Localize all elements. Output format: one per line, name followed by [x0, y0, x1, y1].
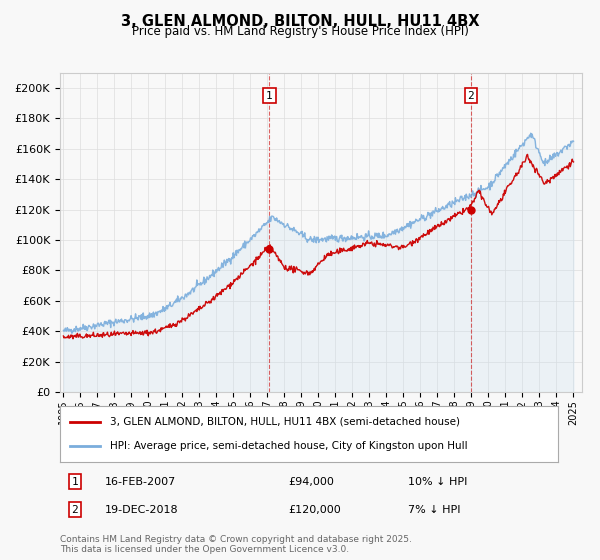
Text: 16-FEB-2007: 16-FEB-2007 — [105, 477, 176, 487]
Text: 3, GLEN ALMOND, BILTON, HULL, HU11 4BX (semi-detached house): 3, GLEN ALMOND, BILTON, HULL, HU11 4BX (… — [110, 417, 460, 427]
Text: 19-DEC-2018: 19-DEC-2018 — [105, 505, 179, 515]
Text: £120,000: £120,000 — [288, 505, 341, 515]
Text: 2: 2 — [71, 505, 79, 515]
Text: 10% ↓ HPI: 10% ↓ HPI — [408, 477, 467, 487]
Text: 3, GLEN ALMOND, BILTON, HULL, HU11 4BX: 3, GLEN ALMOND, BILTON, HULL, HU11 4BX — [121, 14, 479, 29]
Text: HPI: Average price, semi-detached house, City of Kingston upon Hull: HPI: Average price, semi-detached house,… — [110, 441, 467, 451]
Text: £94,000: £94,000 — [288, 477, 334, 487]
Text: Contains HM Land Registry data © Crown copyright and database right 2025.
This d: Contains HM Land Registry data © Crown c… — [60, 535, 412, 554]
Text: 1: 1 — [71, 477, 79, 487]
Text: 2: 2 — [467, 91, 474, 101]
Text: 7% ↓ HPI: 7% ↓ HPI — [408, 505, 461, 515]
Text: 1: 1 — [266, 91, 273, 101]
Text: Price paid vs. HM Land Registry's House Price Index (HPI): Price paid vs. HM Land Registry's House … — [131, 25, 469, 38]
